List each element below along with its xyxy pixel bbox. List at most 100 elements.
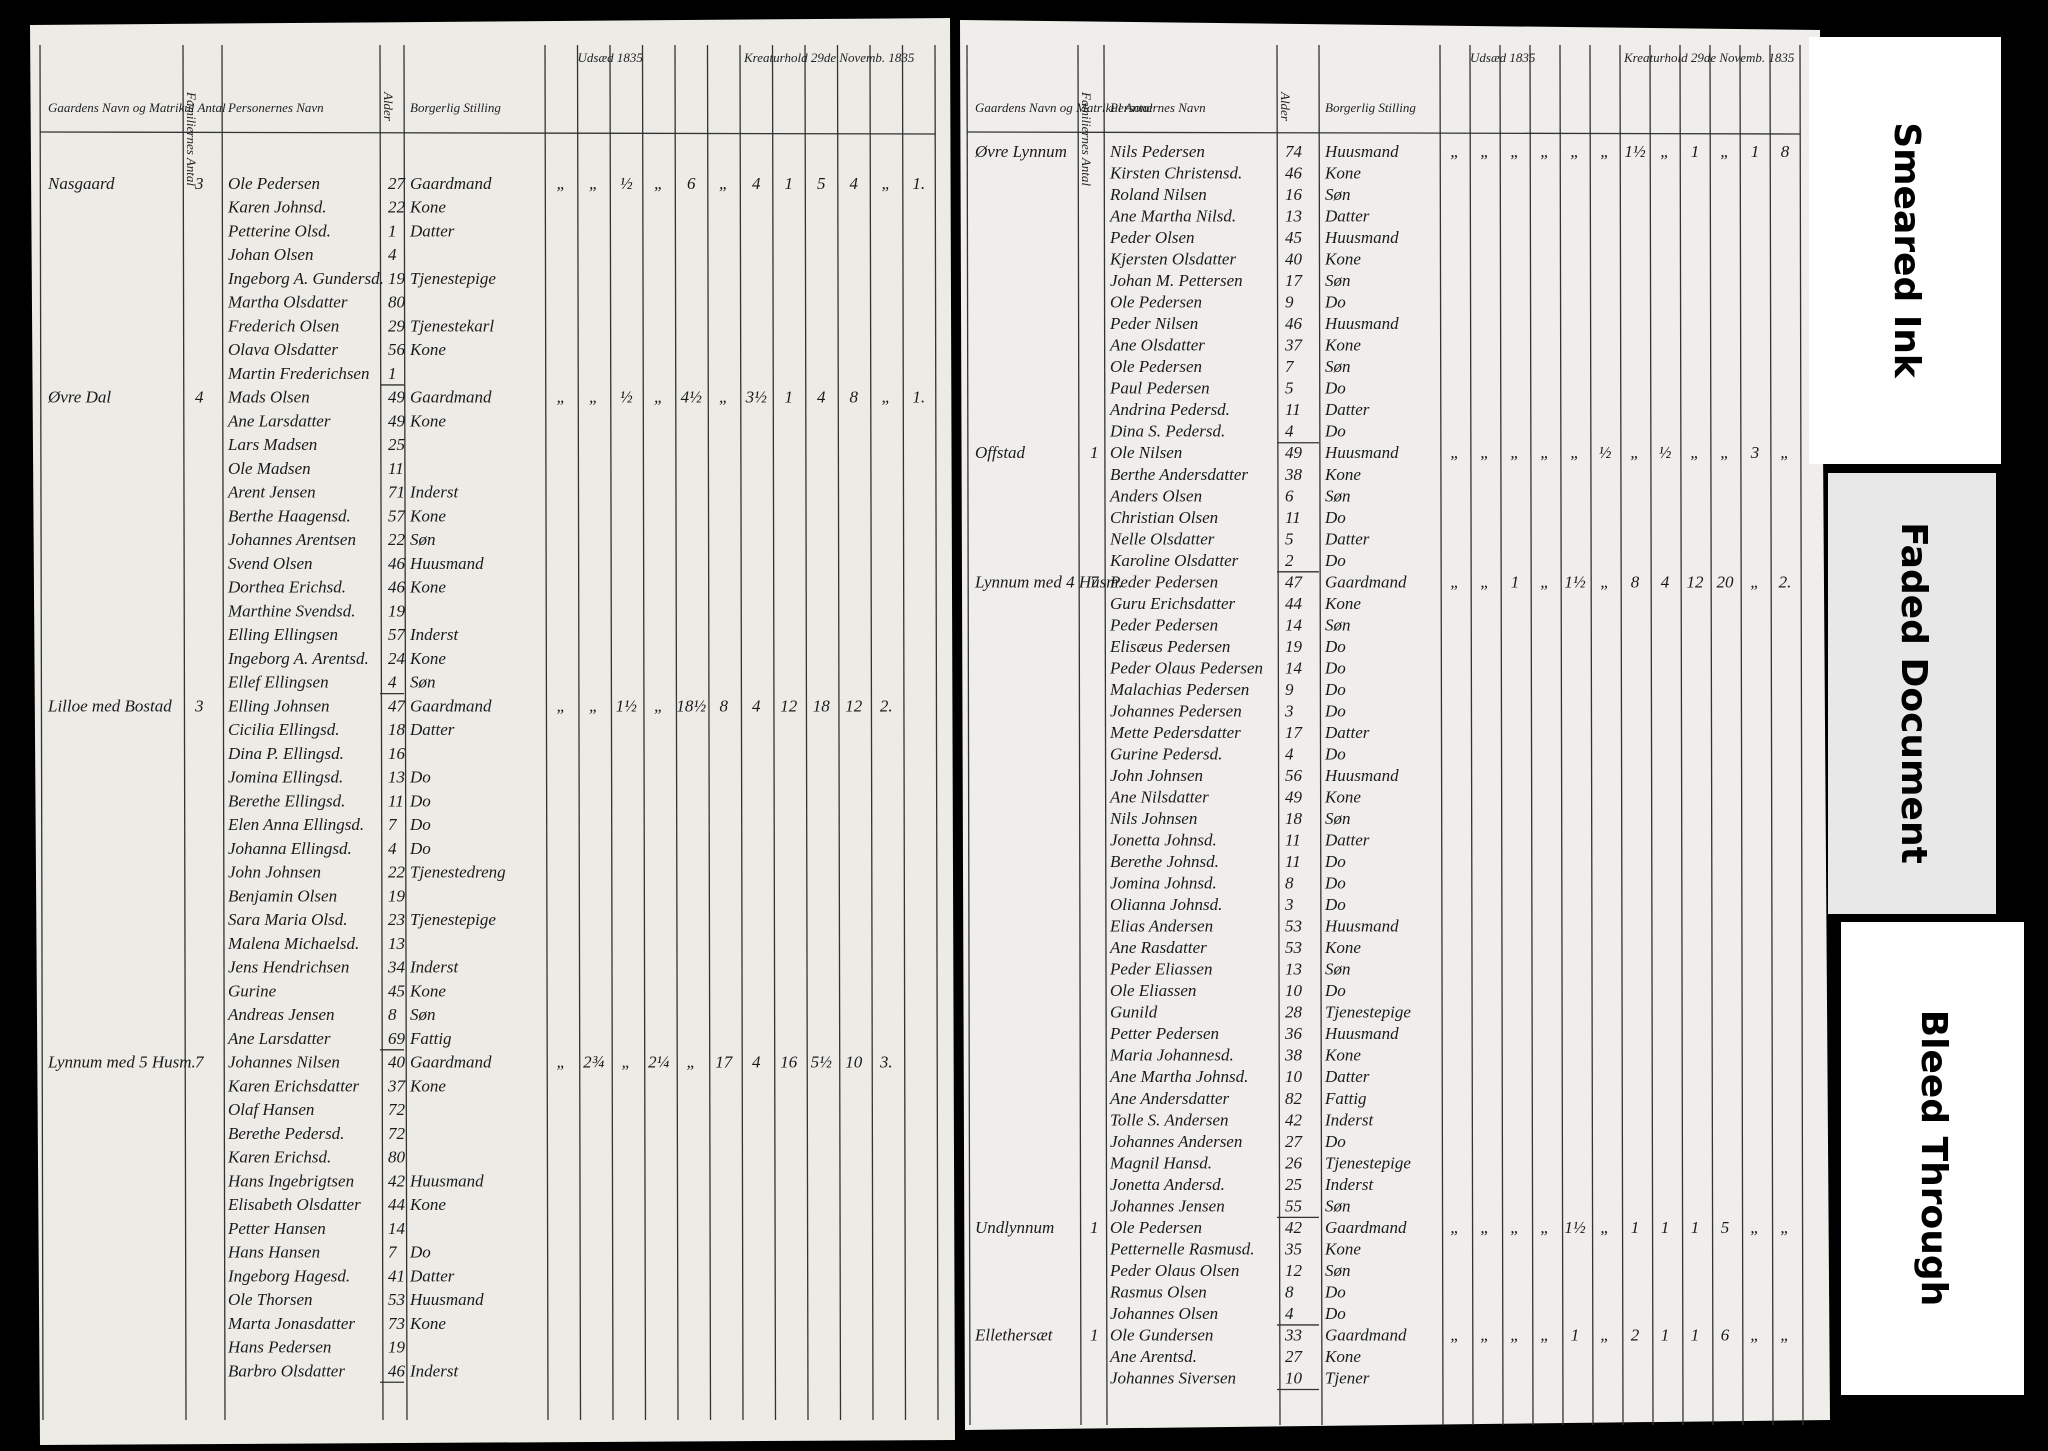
position: Kone xyxy=(409,1076,446,1095)
position: Kone xyxy=(409,649,446,668)
position: Kone xyxy=(409,506,446,525)
tally: „ xyxy=(557,696,566,715)
family-count: 7 xyxy=(1090,572,1100,591)
position: Do xyxy=(1324,637,1346,656)
age: 16 xyxy=(388,744,406,763)
tally: „ xyxy=(589,388,598,407)
tally: „ xyxy=(1480,1325,1489,1344)
age: 19 xyxy=(388,886,406,905)
person-name: Ingeborg A. Arentsd. xyxy=(227,649,369,668)
person-name: Ole Pedersen xyxy=(1110,1218,1202,1237)
person-name: Elling Johnsen xyxy=(227,696,330,715)
position: Kone xyxy=(409,198,446,217)
person-name: Johanna Ellingsd. xyxy=(228,839,352,858)
person-name: Ane Martha Nilsd. xyxy=(1109,207,1236,226)
column-header: Alder xyxy=(1278,91,1293,122)
tab-box xyxy=(1809,37,2001,464)
tab-label: Faded Document xyxy=(1893,522,1934,864)
position: Do xyxy=(409,791,431,810)
person-name: Ole Gundersen xyxy=(1110,1325,1213,1344)
person-name: Sara Maria Olsd. xyxy=(228,910,347,929)
person-name: Anders Olsen xyxy=(1109,486,1202,505)
person-name: Ole Pedersen xyxy=(1110,357,1202,376)
column-rule xyxy=(1769,44,1774,1426)
age: 19 xyxy=(388,601,406,620)
tally: 4 xyxy=(850,174,859,193)
farm-name: Lynnum med 4 Husm. xyxy=(974,572,1123,591)
column-rule xyxy=(1469,44,1474,1426)
age: 37 xyxy=(387,1076,407,1095)
tally: „ xyxy=(1570,142,1579,161)
person-name: Marta Jonasdatter xyxy=(227,1314,355,1333)
tally: „ xyxy=(1600,1325,1609,1344)
age: 3 xyxy=(1284,895,1294,914)
person-name: John Johnsen xyxy=(228,863,321,882)
person-name: Petter Pedersen xyxy=(1109,1024,1219,1043)
person-name: Karen Erichsd. xyxy=(227,1148,331,1167)
tally: „ xyxy=(1600,1218,1609,1237)
age: 12 xyxy=(1285,1261,1303,1280)
column-rule xyxy=(544,44,549,1421)
person-name: Nils Johnsen xyxy=(1109,809,1197,828)
person-name: Svend Olsen xyxy=(228,554,313,573)
position: Datter xyxy=(409,720,455,739)
person-name: Johannes Jensen xyxy=(1110,1196,1225,1215)
tally: 1½ xyxy=(1624,142,1646,161)
age: 4 xyxy=(1285,744,1294,763)
position: Søn xyxy=(1325,271,1351,290)
tally: „ xyxy=(1480,142,1489,161)
position: Søn xyxy=(1325,1261,1351,1280)
age: 47 xyxy=(388,696,407,715)
column-header: Udsæd 1835 xyxy=(1470,50,1536,65)
age: 11 xyxy=(1285,831,1301,850)
person-name: Cicilia Ellingsd. xyxy=(228,720,339,739)
column-rule xyxy=(901,44,907,1421)
age: 1 xyxy=(388,221,397,240)
position: Datter xyxy=(1324,529,1370,548)
position: Huusmand xyxy=(1324,142,1399,161)
tally: 20 xyxy=(1717,572,1735,591)
position: Kone xyxy=(1324,594,1361,613)
tally: „ xyxy=(1720,142,1729,161)
position: Søn xyxy=(1325,486,1351,505)
position: Huusmand xyxy=(1324,443,1399,462)
column-rule xyxy=(1709,44,1714,1426)
position: Kone xyxy=(409,411,446,430)
position: Søn xyxy=(1325,185,1351,204)
position: Datter xyxy=(1324,831,1370,850)
age: 6 xyxy=(1285,486,1294,505)
person-name: Ane Arentsd. xyxy=(1109,1347,1197,1366)
position: Kone xyxy=(1324,465,1361,484)
age: 4 xyxy=(1285,1304,1294,1323)
person-name: Ingeborg Hagesd. xyxy=(227,1266,350,1285)
person-name: Ole Pedersen xyxy=(228,174,320,193)
tally: 1 xyxy=(1511,572,1520,591)
position: Kone xyxy=(1324,1046,1361,1065)
tally: 1 xyxy=(1571,1325,1580,1344)
age: 24 xyxy=(388,649,406,668)
age: 17 xyxy=(1285,271,1304,290)
position: Gaardmand xyxy=(410,388,492,407)
tally: „ xyxy=(1540,1218,1549,1237)
position: Gaardmand xyxy=(410,1053,492,1072)
person-name: Nils Pedersen xyxy=(1109,142,1205,161)
tally: „ xyxy=(719,174,728,193)
position: Kone xyxy=(409,578,446,597)
person-name: Olianna Johnsd. xyxy=(1110,895,1222,914)
left-page xyxy=(30,18,955,1445)
tally: 16 xyxy=(780,1053,798,1072)
family-count: 1 xyxy=(1090,1218,1099,1237)
position: Do xyxy=(1324,1282,1346,1301)
person-name: Johannes Andersen xyxy=(1110,1132,1242,1151)
tally: 4 xyxy=(752,174,761,193)
person-name: Magnil Hansd. xyxy=(1109,1153,1212,1172)
age: 14 xyxy=(1285,658,1303,677)
tally: 2. xyxy=(880,696,893,715)
tally: „ xyxy=(719,388,728,407)
age: 80 xyxy=(388,1148,406,1167)
age: 37 xyxy=(1284,336,1304,355)
position: Inderst xyxy=(409,1361,459,1380)
column-header: Kreaturhold 29de Novemb. 1835 xyxy=(1623,50,1795,65)
age: 53 xyxy=(1285,938,1302,957)
person-name: Paul Pedersen xyxy=(1109,379,1210,398)
